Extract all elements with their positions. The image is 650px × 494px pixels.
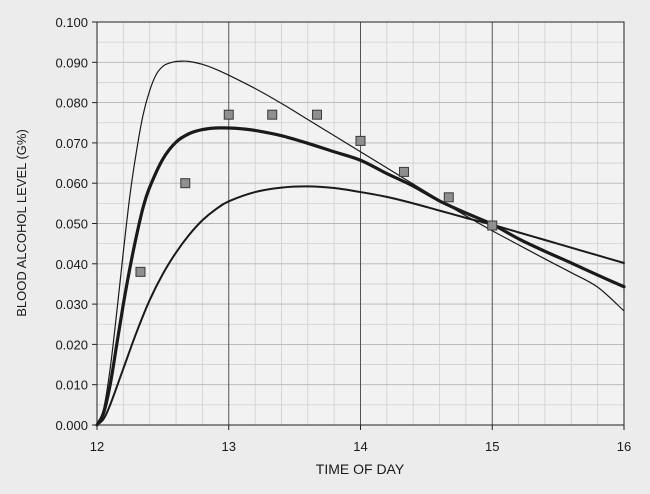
x-tick-label: 15 (485, 439, 499, 454)
y-tick-label: 0.000 (55, 418, 88, 433)
data-point-marker (312, 109, 323, 120)
y-tick-label: 0.070 (55, 136, 88, 151)
y-tick-label: 0.090 (55, 55, 88, 70)
y-tick-label: 0.020 (55, 337, 88, 352)
series-line-thin (96, 60, 625, 426)
y-axis-label: BLOOD ALCOHOL LEVEL (G%) (14, 129, 29, 317)
series-layer (95, 60, 626, 427)
x-tick-label: 13 (222, 439, 236, 454)
data-point-marker (223, 109, 234, 120)
y-tick-label: 0.060 (55, 176, 88, 191)
grid (96, 21, 625, 426)
series-line-medium (96, 185, 625, 426)
data-point-marker (443, 192, 454, 203)
data-point-marker (267, 109, 278, 120)
y-tick-label: 0.080 (55, 96, 88, 111)
ticks: 0.000 0.010 0.020 0.030 0.040 0.050 0.060 0.070… (55, 15, 631, 454)
y-tick-label: 0.040 (55, 257, 88, 272)
data-point-marker (487, 220, 498, 231)
data-point-marker (355, 135, 366, 146)
y-tick-label: 0.050 (55, 217, 88, 232)
y-tick-label: 0.010 (55, 378, 88, 393)
data-point-marker (135, 266, 146, 277)
y-tick-label: 0.100 (55, 15, 88, 30)
x-tick-label: 12 (90, 439, 104, 454)
y-tick-label: 0.030 (55, 297, 88, 312)
data-point-marker (180, 178, 191, 189)
x-tick-label: 16 (617, 439, 631, 454)
x-tick-label: 14 (353, 439, 367, 454)
x-axis-label: TIME OF DAY (316, 461, 405, 477)
data-point-marker (398, 166, 409, 177)
